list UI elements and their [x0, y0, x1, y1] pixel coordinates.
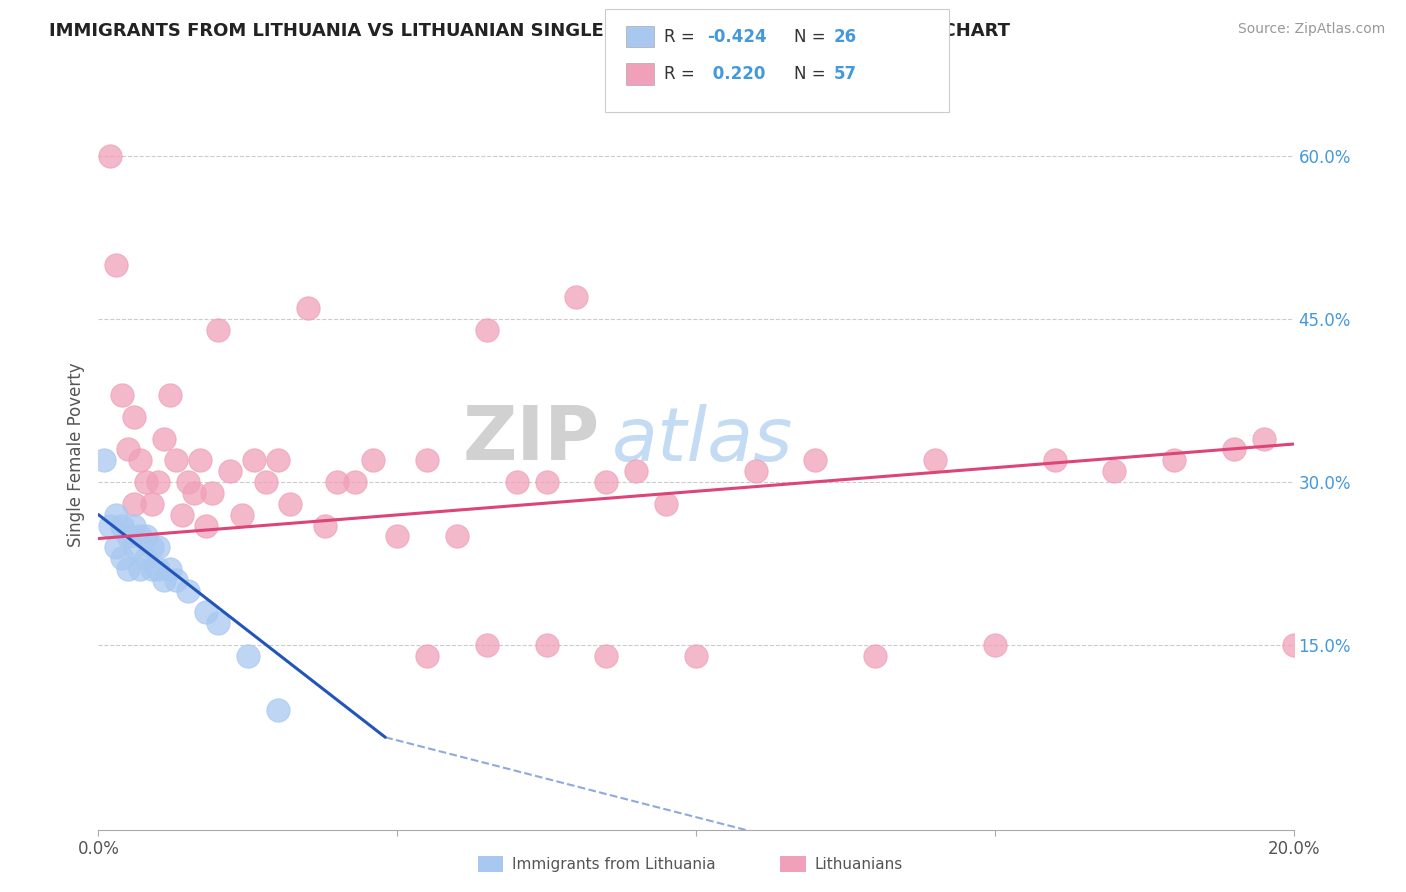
Point: [105, 508, 128, 522]
Point: [506, 475, 529, 489]
Point: [135, 475, 157, 489]
Point: [98, 149, 122, 163]
Point: [165, 573, 187, 587]
Point: [124, 540, 146, 554]
Point: [141, 497, 163, 511]
Text: 0.220: 0.220: [707, 65, 766, 83]
Point: [165, 453, 187, 467]
Point: [111, 388, 134, 402]
Point: [124, 409, 146, 424]
Point: [595, 648, 617, 663]
Point: [416, 648, 439, 663]
Point: [111, 518, 134, 533]
Text: R =: R =: [664, 28, 700, 45]
Y-axis label: Single Female Poverty: Single Female Poverty: [66, 363, 84, 547]
Point: [111, 551, 134, 566]
Text: IMMIGRANTS FROM LITHUANIA VS LITHUANIAN SINGLE FEMALE POVERTY CORRELATION CHART: IMMIGRANTS FROM LITHUANIA VS LITHUANIAN …: [49, 22, 1010, 40]
Point: [153, 432, 176, 446]
Point: [148, 540, 170, 554]
Text: R =: R =: [664, 65, 700, 83]
Point: [231, 508, 253, 522]
Point: [655, 497, 678, 511]
Text: Source: ZipAtlas.com: Source: ZipAtlas.com: [1237, 22, 1385, 37]
Point: [1043, 453, 1066, 467]
Point: [745, 464, 768, 478]
Point: [475, 323, 498, 337]
Text: ZIP: ZIP: [463, 403, 600, 476]
Text: 26: 26: [834, 28, 856, 45]
Point: [236, 648, 259, 663]
Point: [1104, 464, 1126, 478]
Point: [219, 464, 242, 478]
Point: [475, 638, 498, 652]
Point: [129, 453, 152, 467]
Point: [105, 258, 128, 272]
Point: [117, 529, 139, 543]
Point: [153, 573, 176, 587]
Text: N =: N =: [794, 65, 831, 83]
Point: [177, 583, 200, 598]
Text: atlas: atlas: [613, 404, 794, 476]
Point: [685, 648, 707, 663]
Point: [363, 453, 385, 467]
Point: [195, 518, 218, 533]
Text: N =: N =: [794, 28, 831, 45]
Text: Lithuanians: Lithuanians: [814, 857, 903, 871]
Point: [207, 323, 229, 337]
Text: 57: 57: [834, 65, 856, 83]
Point: [1253, 432, 1275, 446]
Point: [326, 475, 349, 489]
Point: [172, 508, 194, 522]
Point: [124, 518, 146, 533]
Point: [98, 518, 122, 533]
Point: [804, 453, 827, 467]
Point: [1282, 638, 1305, 652]
Point: [201, 486, 224, 500]
Point: [865, 648, 887, 663]
Point: [315, 518, 337, 533]
Point: [135, 529, 157, 543]
Point: [148, 475, 170, 489]
Point: [267, 703, 290, 717]
Point: [183, 486, 205, 500]
Point: [141, 562, 163, 576]
Point: [1223, 442, 1246, 457]
Point: [93, 453, 115, 467]
Point: [159, 388, 181, 402]
Point: [446, 529, 468, 543]
Point: [129, 562, 152, 576]
Point: [344, 475, 367, 489]
Point: [177, 475, 200, 489]
Text: -0.424: -0.424: [707, 28, 766, 45]
Point: [105, 540, 128, 554]
Point: [626, 464, 648, 478]
Point: [129, 529, 152, 543]
Point: [207, 616, 229, 631]
Point: [254, 475, 277, 489]
Point: [536, 638, 558, 652]
Point: [924, 453, 946, 467]
Point: [148, 562, 170, 576]
Point: [565, 290, 588, 304]
Point: [159, 562, 181, 576]
Point: [278, 497, 301, 511]
Point: [267, 453, 290, 467]
Point: [124, 497, 146, 511]
Text: Immigrants from Lithuania: Immigrants from Lithuania: [512, 857, 716, 871]
Point: [385, 529, 409, 543]
Point: [416, 453, 439, 467]
Point: [297, 301, 319, 316]
Point: [188, 453, 211, 467]
Point: [984, 638, 1007, 652]
Point: [195, 606, 218, 620]
Point: [117, 562, 139, 576]
Point: [135, 551, 157, 566]
Point: [243, 453, 266, 467]
Point: [536, 475, 558, 489]
Point: [141, 540, 163, 554]
Point: [1163, 453, 1185, 467]
Point: [595, 475, 617, 489]
Point: [117, 442, 139, 457]
